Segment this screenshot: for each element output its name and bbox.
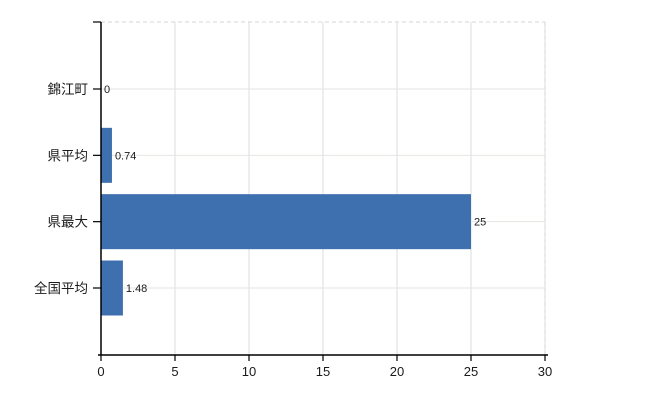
category-label: 県最大: [48, 215, 89, 230]
category-label: 錦江町: [48, 81, 89, 97]
value-label: 0: [104, 84, 110, 96]
category-label: 全国平均: [34, 280, 88, 296]
x-tick-label: 25: [464, 364, 478, 379]
bar: [101, 127, 112, 183]
x-tick-label: 20: [390, 364, 404, 379]
x-tick-label: 15: [316, 364, 330, 379]
x-tick-label: 5: [171, 364, 178, 379]
category-label: 県平均: [48, 148, 89, 163]
value-label: 25: [474, 217, 486, 229]
x-tick-label: 10: [242, 364, 256, 379]
bar: [101, 194, 471, 250]
x-tick-label: 30: [538, 364, 552, 379]
x-tick-label: 0: [97, 364, 104, 379]
value-label: 1.48: [126, 283, 147, 295]
bar: [101, 260, 123, 316]
value-label: 0.74: [115, 150, 136, 162]
